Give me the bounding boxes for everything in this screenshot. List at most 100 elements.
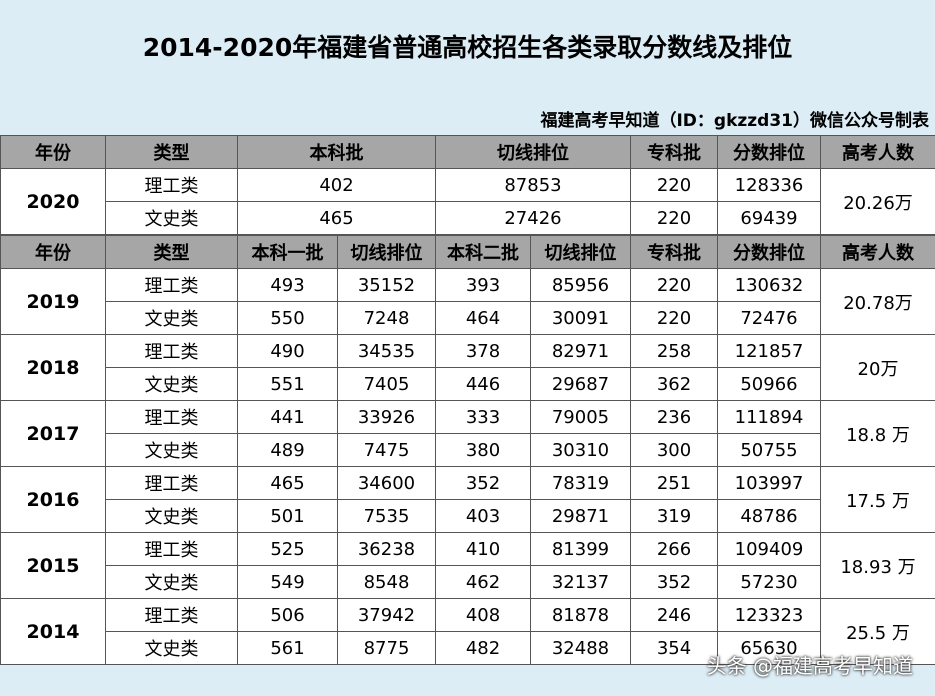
value-cell: 78319 bbox=[530, 466, 631, 500]
data-row: 文史类 549 8548 462 32137 352 57230 bbox=[1, 565, 935, 599]
data-row: 2014 理工类 506 37942 408 81878 246 123323 25.5 万 bbox=[0, 598, 935, 665]
type-cell: 理工类 bbox=[105, 598, 238, 632]
value-cell: 128336 bbox=[717, 168, 821, 202]
value-cell: 29687 bbox=[530, 367, 631, 401]
type-cell: 文史类 bbox=[105, 201, 238, 235]
tables: 年份 类型 本科批 切线排位 专科批 分数排位 高考人数 2020 理工类 402 87853 220… bbox=[0, 135, 935, 665]
value-cell: 87853 bbox=[435, 168, 631, 202]
data-row: 2018 理工类 490 34535 378 82971 258 121857 20万 bbox=[0, 334, 935, 401]
data-row: 文史类 561 8775 482 32488 354 65630 bbox=[1, 631, 935, 665]
total-cell: 20.26万 bbox=[820, 168, 935, 235]
value-cell: 402 bbox=[237, 168, 436, 202]
value-cell: 30091 bbox=[530, 301, 631, 335]
type-cell: 理工类 bbox=[105, 268, 238, 302]
column-header: 分数排位 bbox=[717, 135, 821, 169]
value-cell: 490 bbox=[237, 334, 338, 368]
title: 2014-2020年福建省普通高校招生各类录取分数线及排位 bbox=[142, 33, 793, 62]
type-cell: 文史类 bbox=[105, 499, 238, 533]
value-cell: 79005 bbox=[530, 400, 631, 434]
data-row: 2015 理工类 525 36238 410 81399 266 109409 18.93 万 bbox=[0, 532, 935, 599]
value-cell: 441 bbox=[237, 400, 338, 434]
column-header: 本科批 bbox=[237, 135, 436, 169]
total-cell: 18.8 万 bbox=[820, 400, 935, 467]
data-row: 文史类 501 7535 403 29871 319 48786 bbox=[1, 499, 935, 533]
column-header: 专科批 bbox=[630, 135, 718, 169]
data-row: 文史类 489 7475 380 30310 300 50755 bbox=[1, 433, 935, 467]
column-header: 切线排位 bbox=[337, 235, 436, 269]
value-cell: 220 bbox=[630, 168, 718, 202]
value-cell: 69439 bbox=[717, 201, 821, 235]
value-cell: 550 bbox=[237, 301, 338, 335]
value-cell: 85956 bbox=[530, 268, 631, 302]
data-table: 年份 类型 本科批 切线排位 专科批 分数排位 高考人数 2020 理工类 402 87853 220… bbox=[0, 135, 935, 235]
column-header: 年份 bbox=[0, 135, 106, 169]
value-cell: 362 bbox=[630, 367, 718, 401]
type-cell: 理工类 bbox=[105, 168, 238, 202]
type-cell: 文史类 bbox=[105, 565, 238, 599]
value-cell: 403 bbox=[435, 499, 531, 533]
value-cell: 251 bbox=[630, 466, 718, 500]
value-cell: 7475 bbox=[337, 433, 436, 467]
value-cell: 65630 bbox=[717, 631, 821, 665]
value-cell: 33926 bbox=[337, 400, 436, 434]
value-cell: 462 bbox=[435, 565, 531, 599]
year-cell: 2020 bbox=[0, 168, 106, 235]
value-cell: 551 bbox=[237, 367, 338, 401]
type-cell: 文史类 bbox=[105, 631, 238, 665]
total-cell: 25.5 万 bbox=[820, 598, 935, 665]
year-cell: 2015 bbox=[0, 532, 106, 599]
value-cell: 493 bbox=[237, 268, 338, 302]
value-cell: 30310 bbox=[530, 433, 631, 467]
type-cell: 文史类 bbox=[105, 301, 238, 335]
value-cell: 7535 bbox=[337, 499, 436, 533]
type-cell: 文史类 bbox=[105, 433, 238, 467]
header-row: 年份 类型 本科批 切线排位 专科批 分数排位 高考人数 bbox=[0, 135, 935, 169]
value-cell: 464 bbox=[435, 301, 531, 335]
value-cell: 501 bbox=[237, 499, 338, 533]
value-cell: 220 bbox=[630, 268, 718, 302]
column-header: 高考人数 bbox=[820, 235, 935, 269]
year-cell: 2019 bbox=[0, 268, 106, 335]
value-cell: 220 bbox=[630, 201, 718, 235]
value-cell: 408 bbox=[435, 598, 531, 632]
value-cell: 57230 bbox=[717, 565, 821, 599]
value-cell: 109409 bbox=[717, 532, 821, 566]
type-cell: 文史类 bbox=[105, 367, 238, 401]
value-cell: 446 bbox=[435, 367, 531, 401]
value-cell: 111894 bbox=[717, 400, 821, 434]
value-cell: 549 bbox=[237, 565, 338, 599]
data-row: 文史类 550 7248 464 30091 220 72476 bbox=[1, 301, 935, 335]
column-header: 类型 bbox=[105, 135, 238, 169]
value-cell: 258 bbox=[630, 334, 718, 368]
data-row: 文史类 551 7405 446 29687 362 50966 bbox=[1, 367, 935, 401]
value-cell: 236 bbox=[630, 400, 718, 434]
watermark: 头条 @福建高考早知道 bbox=[706, 654, 913, 678]
value-cell: 352 bbox=[435, 466, 531, 500]
value-cell: 482 bbox=[435, 631, 531, 665]
column-header: 本科一批 bbox=[237, 235, 338, 269]
value-cell: 81399 bbox=[530, 532, 631, 566]
value-cell: 27426 bbox=[435, 201, 631, 235]
type-cell: 理工类 bbox=[105, 334, 238, 368]
value-cell: 506 bbox=[237, 598, 338, 632]
type-cell: 理工类 bbox=[105, 400, 238, 434]
value-cell: 266 bbox=[630, 532, 718, 566]
data-row: 2020 理工类 402 87853 220 128336 20.26万 bbox=[0, 168, 935, 235]
value-cell: 465 bbox=[237, 466, 338, 500]
value-cell: 34535 bbox=[337, 334, 436, 368]
column-header: 年份 bbox=[0, 235, 106, 269]
value-cell: 32488 bbox=[530, 631, 631, 665]
value-cell: 81878 bbox=[530, 598, 631, 632]
value-cell: 380 bbox=[435, 433, 531, 467]
value-cell: 7248 bbox=[337, 301, 436, 335]
value-cell: 35152 bbox=[337, 268, 436, 302]
value-cell: 8548 bbox=[337, 565, 436, 599]
value-cell: 36238 bbox=[337, 532, 436, 566]
header-row: 年份 类型 本科一批 切线排位 本科二批 切线排位 专科批 分数排位 高考人数 bbox=[0, 235, 935, 269]
column-header: 分数排位 bbox=[717, 235, 821, 269]
value-cell: 410 bbox=[435, 532, 531, 566]
value-cell: 246 bbox=[630, 598, 718, 632]
value-cell: 465 bbox=[237, 201, 436, 235]
year-cell: 2014 bbox=[0, 598, 106, 665]
